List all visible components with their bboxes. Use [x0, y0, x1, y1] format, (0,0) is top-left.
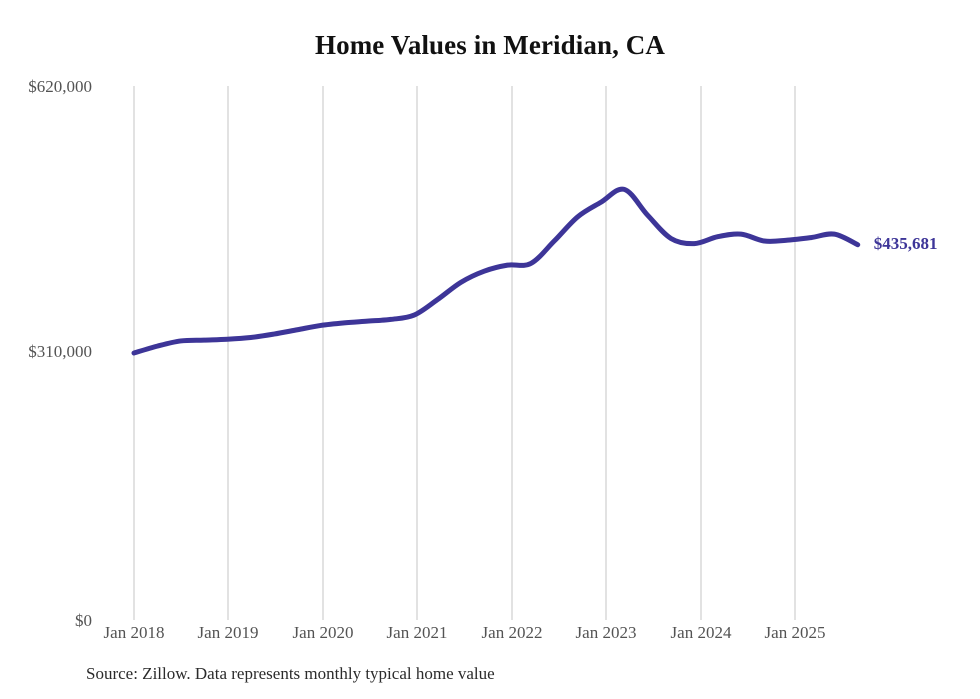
end-value-label: $435,681: [873, 233, 938, 253]
xtick-label-jan-2022: Jan 2022: [481, 623, 543, 642]
ytick-label-310000: $310,000: [28, 342, 92, 361]
xtick-label-jan-2023: Jan 2023: [575, 623, 637, 642]
home-value-line: [131, 186, 861, 356]
ytick-label-0: $0: [75, 611, 92, 630]
source-note: Source: Zillow. Data represents monthly …: [86, 664, 495, 683]
vertical-gridlines: [133, 86, 796, 620]
chart-title: Home Values in Meridian, CA: [315, 30, 665, 60]
xtick-label-jan-2025: Jan 2025: [764, 623, 826, 642]
ytick-label-620000: $620,000: [28, 77, 92, 96]
xtick-label-jan-2018: Jan 2018: [103, 623, 165, 642]
xtick-label-jan-2020: Jan 2020: [292, 623, 354, 642]
xtick-label-jan-2024: Jan 2024: [670, 623, 732, 642]
xtick-label-jan-2021: Jan 2021: [386, 623, 448, 642]
xtick-label-jan-2019: Jan 2019: [197, 623, 259, 642]
